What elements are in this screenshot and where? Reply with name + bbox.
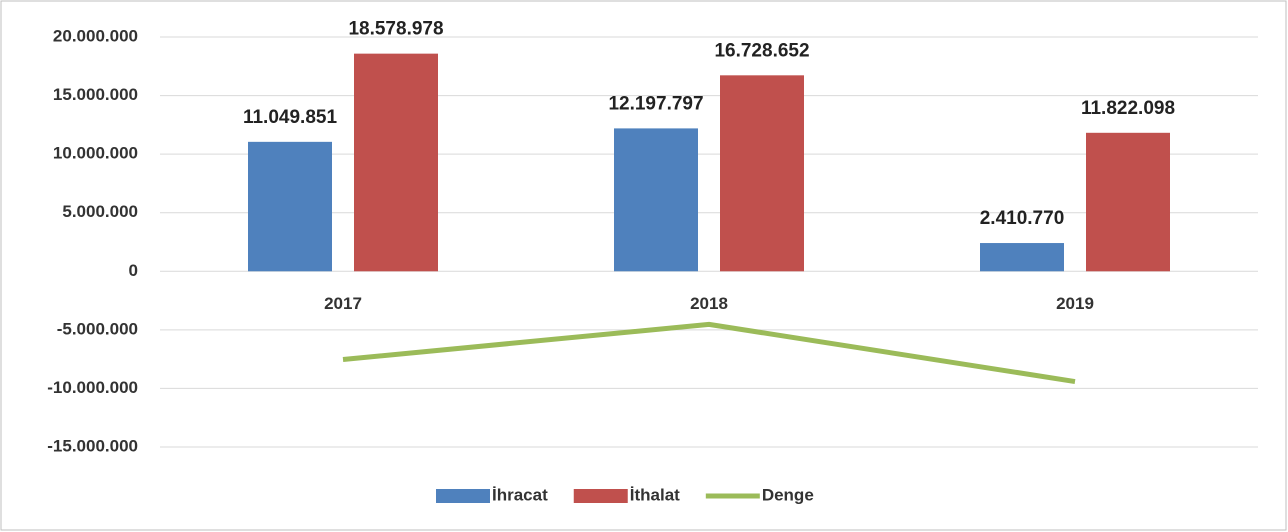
y-tick-label: 15.000.000: [53, 85, 138, 104]
y-tick-label: 20.000.000: [53, 26, 138, 45]
y-tick-label: -10.000.000: [47, 378, 138, 397]
x-tick-label: 2018: [690, 294, 728, 313]
legend-label: Denge: [762, 485, 814, 504]
line-series: [342, 321, 1076, 385]
y-tick-label: 0: [129, 261, 138, 280]
value-label: 2.410.770: [980, 208, 1065, 229]
legend-label: İhracat: [492, 485, 548, 504]
legend-swatch: [573, 489, 628, 503]
value-label: 18.578.978: [348, 19, 443, 40]
bar: [354, 53, 438, 272]
bar: [1086, 132, 1170, 272]
y-tick-label: 10.000.000: [53, 144, 138, 163]
bar: [980, 243, 1064, 272]
value-label: 11.049.851: [243, 107, 337, 128]
value-label: 12.197.797: [608, 93, 703, 114]
y-tick-label: 5.000.000: [62, 202, 138, 221]
value-label: 16.728.652: [714, 40, 809, 61]
bar: [720, 75, 804, 272]
x-tick-label: 2019: [1056, 294, 1094, 313]
value-label: 11.822.098: [1081, 98, 1175, 119]
bar: [614, 128, 698, 272]
bar: [248, 141, 332, 272]
x-tick-label: 2017: [324, 294, 362, 313]
legend-label: İthalat: [630, 485, 680, 504]
y-tick-label: -5.000.000: [57, 319, 138, 338]
legend-swatch: [436, 489, 490, 503]
y-tick-label: -15.000.000: [47, 436, 138, 455]
